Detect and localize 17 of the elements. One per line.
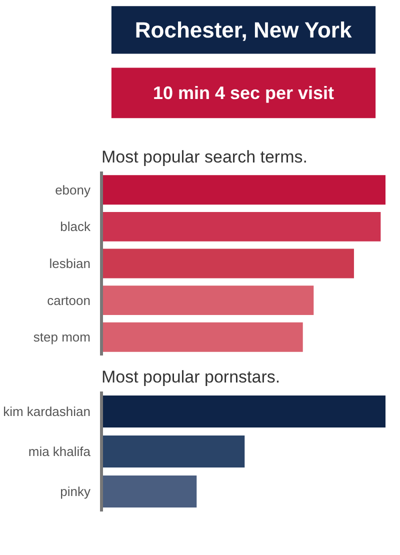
y-tick-label: ebony [55,182,91,198]
chart-title: Most popular search terms. [102,148,308,166]
bar [102,248,354,278]
y-tick-label: mia khalifa [28,444,92,459]
bar [102,212,381,242]
y-tick-label: lesbian [49,256,91,271]
y-tick-label: kim kardashian [3,404,91,419]
bar [102,286,314,316]
y-tick-label: cartoon [47,292,91,308]
text: 10 min 4 sec per visit [152,82,334,103]
bar [102,175,386,205]
y-tick-label: pinky [60,484,91,499]
text: Rochester, New York [134,17,352,42]
y-tick-label: step mom [33,330,91,345]
chart-title: Most popular pornstars. [102,368,280,386]
bar [102,322,303,352]
y-tick-label: black [60,219,91,234]
